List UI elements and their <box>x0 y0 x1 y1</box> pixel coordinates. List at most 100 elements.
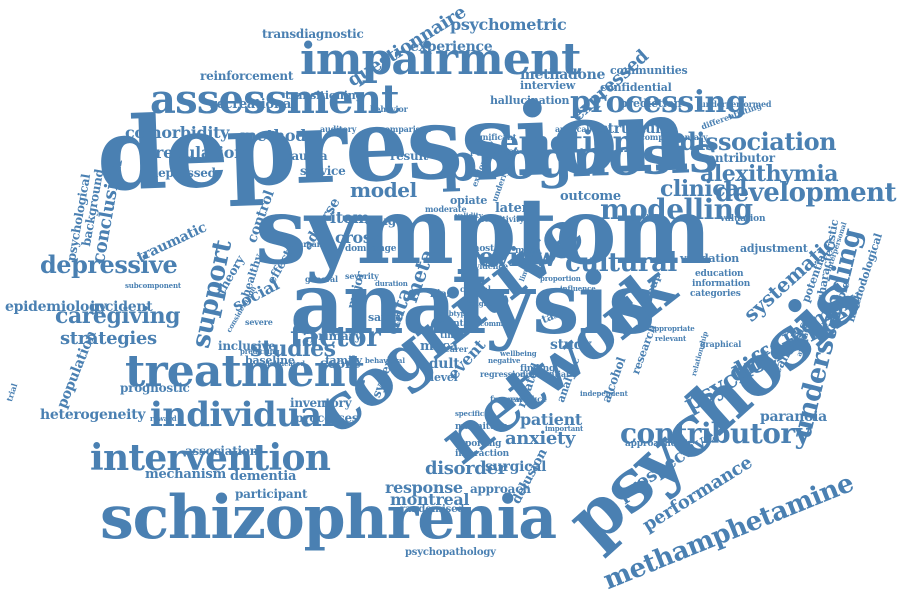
cloud-word-contributory: contributory <box>620 417 811 450</box>
cloud-word-complementary: complementary <box>640 132 708 142</box>
cloud-word-development: development <box>715 178 897 208</box>
cloud-word-information: information <box>692 279 751 289</box>
cloud-word-inclusive: inclusive <box>218 339 276 353</box>
cloud-word-negative: negative <box>488 356 521 365</box>
cloud-word-association: association <box>185 444 259 458</box>
cloud-word-comorbidity: comorbidity <box>125 123 230 142</box>
cloud-word-dementia: dementia <box>230 469 297 484</box>
cloud-word-auditory: auditory <box>320 124 357 134</box>
cloud-word-individual: individual <box>150 395 334 435</box>
cloud-word-treatment: treatment <box>125 346 365 397</box>
cloud-word-severity: severity <box>345 271 379 281</box>
cloud-word-specific: specific <box>455 409 485 418</box>
cloud-word-subcomponent: subcomponent <box>125 281 182 290</box>
cloud-word-factor: factor <box>290 320 381 353</box>
cloud-word-bias: bias <box>430 289 453 300</box>
cloud-word-proportion: proportion <box>540 274 581 283</box>
cloud-word-regression: regression <box>480 369 526 379</box>
cloud-word-contributor: contributor <box>700 151 775 165</box>
cloud-word-carer: carer <box>445 344 468 354</box>
cloud-word-recreational: recreational <box>210 97 296 112</box>
cloud-word-variance: variance <box>510 394 547 404</box>
cloud-word-processes: processes <box>295 411 359 425</box>
cloud-word-structure: structure <box>600 121 671 137</box>
cloud-word-time: time <box>440 331 463 341</box>
cloud-word-important: important <box>545 424 584 433</box>
cloud-word-most: most <box>470 244 495 254</box>
cloud-word-method: method <box>240 126 307 145</box>
cloud-word-domain: domain <box>345 244 382 254</box>
cloud-word-subtype: subtype <box>440 309 470 318</box>
cloud-word-assessment: assessment <box>150 76 400 123</box>
cloud-word-option: option <box>630 214 662 224</box>
cloud-word-education: education <box>695 269 744 279</box>
cloud-word-montreal: montreal <box>390 490 470 509</box>
cloud-word-clinical: clinical <box>660 176 747 202</box>
cloud-word-outcome: outcome <box>560 189 621 204</box>
cloud-word-insight: insight <box>465 299 492 308</box>
cloud-word-transitioning: transitioning <box>285 89 363 102</box>
cloud-word-cultural: cultural <box>565 248 677 278</box>
cloud-word-response: response <box>385 478 463 497</box>
cloud-word-psychometric: psychometric <box>450 15 567 34</box>
cloud-word-applicability: applicability <box>555 124 609 134</box>
cloud-word-inventory: inventory <box>290 396 352 410</box>
cloud-word-commonly: commonly <box>480 319 520 328</box>
cloud-word-central: central <box>460 284 491 294</box>
cloud-word-differential: differential <box>520 369 569 379</box>
cloud-word-drug: drug <box>365 214 396 228</box>
cloud-word-appropriate: appropriate <box>650 324 695 333</box>
cloud-word-modelling: modelling <box>600 193 753 226</box>
cloud-word-safety: safety <box>368 311 404 324</box>
cloud-word-psychopathology: psychopathology <box>405 547 496 558</box>
cloud-word-finding: finding <box>520 364 556 374</box>
cloud-word-caregiving: caregiving <box>55 303 181 329</box>
cloud-word-primary: primary <box>310 329 362 343</box>
cloud-word-evidence: evidence <box>470 261 508 271</box>
cloud-word-schizophrenia: schizophrenia <box>100 483 557 553</box>
cloud-word-epidemiology: epidemiology <box>5 299 107 315</box>
cloud-word-symptom: symptom <box>255 177 712 285</box>
cloud-word-transdiagnostic: transdiagnostic <box>262 27 364 41</box>
cloud-word-adjustment: adjustment <box>740 242 808 255</box>
cloud-word-adult: adult <box>420 356 460 372</box>
cloud-word-mild: mild <box>515 246 537 256</box>
cloud-word-moderate: moderate <box>425 204 467 214</box>
cloud-word-categories: categories <box>690 289 741 299</box>
cloud-word-depressive: depressive <box>40 250 178 279</box>
cloud-word-communities: communities <box>610 64 688 77</box>
cloud-word-delineated: delineated <box>265 359 305 368</box>
cloud-word-disorder: disorder <box>425 458 507 479</box>
cloud-word-behavior: behavior <box>370 104 408 114</box>
cloud-word-surgical: surgical <box>485 459 547 475</box>
cloud-word-anxiety: anxiety <box>505 428 576 449</box>
cloud-word-review: review <box>465 243 557 273</box>
cloud-word-valuation: valuation <box>720 214 766 224</box>
cloud-word-incident: incident <box>90 299 153 315</box>
cloud-word-publication: publication <box>470 146 520 156</box>
cloud-word-item: item <box>330 208 370 227</box>
cloud-word-approach: approach <box>470 482 531 496</box>
cloud-word-latent: latent <box>495 201 537 216</box>
cloud-word-mechanism: mechanism <box>145 467 226 482</box>
cloud-word-alexithymia: alexithymia <box>700 161 839 187</box>
cloud-word-baseline: baseline <box>245 354 295 367</box>
cloud-word-interview: interview <box>520 79 576 92</box>
cloud-word-methadone: methadone <box>520 67 606 83</box>
cloud-word-independent: independent <box>580 389 628 398</box>
cloud-word-underperformed: underperformed <box>700 99 772 109</box>
cloud-word-analysis: analysis <box>290 254 655 353</box>
cloud-word-score: score <box>320 356 361 372</box>
cloud-word-behavioral: behavioral <box>365 356 405 365</box>
cloud-word-paranoia: paranoia <box>760 409 827 425</box>
cloud-word-range: range <box>368 244 397 254</box>
cloud-word-duration: duration <box>375 279 408 288</box>
cloud-word-trial: trial <box>4 382 20 403</box>
cloud-word-wellbeing: wellbeing <box>500 349 537 358</box>
cloud-word-reward: reward <box>150 414 177 423</box>
cloud-word-relevant: relevant <box>655 334 687 343</box>
cloud-word-validation: validation <box>680 252 740 265</box>
cloud-word-confidential: confidential <box>600 81 672 94</box>
cloud-word-trauma: trauma <box>280 149 328 163</box>
